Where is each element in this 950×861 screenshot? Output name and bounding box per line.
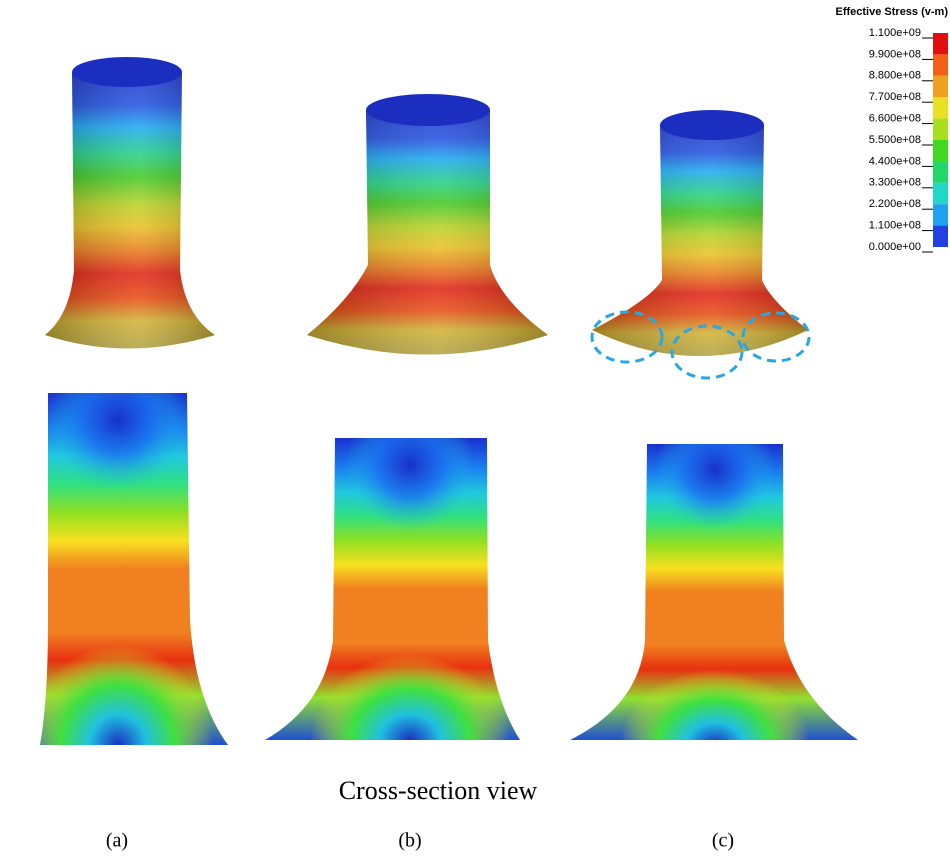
legend-swatch [933, 76, 948, 97]
legend-swatch [933, 54, 948, 75]
section-a [23, 350, 240, 845]
panel-label: (a) [106, 830, 128, 852]
legend-swatch [933, 33, 948, 54]
figure: Cross-section view (a) (b) (c) Effective… [0, 0, 950, 861]
legend-label: 0.000e+00 [869, 241, 921, 253]
legend-label: 1.100e+08 [869, 220, 921, 232]
legend-swatch [933, 140, 948, 161]
legend-swatch [933, 119, 948, 140]
legend-swatch [933, 226, 948, 247]
pillar-b [307, 94, 548, 355]
legend-swatch [933, 183, 948, 204]
legend-label: 8.800e+08 [869, 70, 921, 82]
pillar-c [592, 110, 809, 378]
legend-swatch [933, 204, 948, 225]
legend-label: 5.500e+08 [869, 134, 921, 146]
legend-label: 2.200e+08 [869, 198, 921, 210]
legend-label: 9.900e+08 [869, 48, 921, 60]
section-b [260, 400, 525, 825]
pillar-a [45, 57, 215, 349]
legend-label: 3.300e+08 [869, 177, 921, 189]
legend-label: 6.600e+08 [869, 113, 921, 125]
caption: Cross-section view [339, 776, 538, 805]
legend-title: Effective Stress (v-m) [836, 6, 949, 18]
legend: 1.100e+09 9.900e+08 8.800e+08 7.700e+08 6.60… [869, 27, 948, 253]
legend-label: 7.700e+08 [869, 91, 921, 103]
section-c [565, 410, 865, 820]
legend-swatch [933, 97, 948, 118]
panel-label: (c) [712, 830, 734, 852]
legend-label: 4.400e+08 [869, 155, 921, 167]
panel-label: (b) [398, 830, 421, 852]
legend-label: 1.100e+09 [869, 27, 921, 39]
legend-swatch [933, 161, 948, 182]
